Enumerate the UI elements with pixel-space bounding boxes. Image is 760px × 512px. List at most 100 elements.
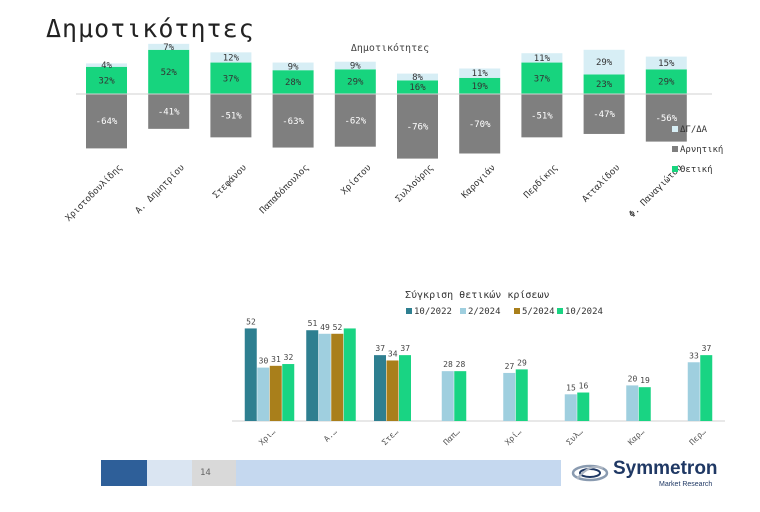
category-label: Χρί…	[503, 427, 523, 447]
bar-positive	[210, 62, 252, 94]
legend-label: 5/2024	[522, 307, 555, 317]
bar-dont-know	[148, 43, 190, 50]
bar-2-2024	[441, 371, 454, 421]
value-label: 29	[517, 358, 527, 367]
label-positive: 16%	[409, 83, 426, 93]
bar-negative	[583, 94, 625, 134]
bar-10-2022	[244, 328, 257, 421]
bar-negative	[272, 94, 314, 148]
bar-2-2024	[318, 333, 331, 421]
bar-dont-know	[645, 56, 687, 70]
bar-2-2024	[564, 394, 577, 421]
label-dont-know: 7%	[163, 43, 174, 53]
label-dont-know: 12%	[223, 53, 240, 63]
positive-comparison-chart: Σύγκριση θετικών κρίσεων 10/2022 2/2024 5/2…	[232, 289, 725, 447]
bar-dont-know	[334, 61, 376, 70]
bar-negative	[148, 94, 190, 129]
category-label: Περ…	[688, 427, 708, 447]
label-dont-know: 4%	[101, 61, 112, 71]
bar-10-2024	[638, 387, 651, 421]
footer-segment-dark	[101, 460, 147, 486]
bar-10-2024	[399, 355, 411, 421]
value-label: 37	[400, 344, 410, 353]
bar-10-2024	[343, 328, 356, 421]
value-label: 16	[579, 382, 589, 391]
value-label: 30	[259, 357, 269, 366]
bar-positive	[459, 77, 501, 94]
bar-dont-know	[583, 49, 625, 75]
bar-10-2024	[282, 364, 295, 421]
label-positive: 52%	[161, 68, 178, 78]
value-label: 34	[388, 349, 398, 358]
value-label: 28	[443, 360, 453, 369]
category-label: Συλλούρης	[394, 163, 436, 205]
value-label: 20	[628, 374, 638, 383]
value-label: 27	[505, 362, 515, 371]
label-negative: -47%	[593, 110, 615, 120]
bar-dont-know	[521, 53, 563, 63]
page-number: 14	[192, 460, 236, 486]
bar-negative	[334, 94, 376, 147]
category-label: Περδίκης	[522, 163, 560, 201]
footer-bar: 14	[101, 460, 561, 486]
category-label: Καρογιάν	[460, 163, 498, 201]
legend-label: ΔΓ/ΔΑ	[680, 125, 708, 135]
bar-dont-know	[210, 52, 252, 63]
category-label: Χρίστου	[340, 163, 374, 197]
brand-tagline: Market Research	[659, 481, 713, 488]
label-negative: -56%	[655, 114, 677, 124]
legend-label: 10/2022	[414, 307, 452, 317]
bar-negative	[86, 94, 127, 149]
label-negative: -62%	[344, 116, 366, 126]
legend-label: Θετική	[680, 165, 713, 175]
bar-positive	[583, 74, 625, 94]
brand-name: Symmetron	[613, 458, 718, 479]
label-dont-know: 11%	[472, 69, 489, 79]
bar-positive	[86, 66, 127, 94]
legend-swatch	[557, 308, 563, 314]
label-positive: 32%	[98, 76, 115, 86]
chart-title: Δημοτικότητες	[351, 42, 429, 54]
bar-dont-know	[86, 63, 127, 67]
category-label: Καρ…	[626, 427, 646, 447]
label-dont-know: 9%	[288, 62, 299, 72]
label-dont-know: 29%	[596, 58, 613, 68]
legend-swatch	[672, 146, 678, 152]
bar-10-2022	[306, 330, 319, 421]
value-label: 49	[320, 323, 330, 332]
category-label: Παπαδόπουλος	[257, 162, 311, 216]
value-label: 31	[271, 355, 281, 364]
category-label: Στεφάνου	[211, 163, 249, 201]
value-label: 52	[246, 317, 256, 326]
label-positive: 29%	[658, 78, 675, 88]
legend-label: 2/2024	[468, 307, 501, 317]
symmetron-swirl-icon	[571, 464, 609, 482]
bar-2-2024	[257, 367, 270, 421]
category-label: Στε…	[380, 427, 400, 447]
bar-5-2024	[386, 360, 399, 421]
bar-10-2024	[700, 355, 713, 421]
page-title: Δημοτικότητες	[46, 14, 255, 43]
label-positive: 29%	[347, 78, 364, 88]
bar-positive	[334, 69, 376, 94]
value-label: 32	[284, 353, 294, 362]
label-dont-know: 9%	[350, 62, 361, 72]
popularity-chart: Δημοτικότητες -64% 32% 4% Χριστοδουλίδης -41%…	[64, 42, 723, 224]
bar-positive	[397, 80, 438, 94]
bar-positive	[645, 69, 687, 94]
bar-5-2024	[269, 365, 282, 421]
bar-negative	[397, 94, 438, 159]
bar-10-2024	[454, 371, 467, 421]
bar-positive	[521, 62, 563, 94]
bar-negative	[521, 94, 563, 138]
label-dont-know: 11%	[534, 54, 551, 64]
label-dont-know: 8%	[412, 73, 423, 83]
bar-negative	[459, 94, 501, 154]
value-label: 33	[689, 351, 699, 360]
label-negative: -70%	[469, 120, 491, 130]
bar-positive	[272, 70, 314, 94]
value-label: 28	[456, 360, 466, 369]
bar-2-2024	[687, 362, 700, 421]
bar-negative	[210, 94, 252, 138]
value-label: 52	[333, 323, 343, 332]
